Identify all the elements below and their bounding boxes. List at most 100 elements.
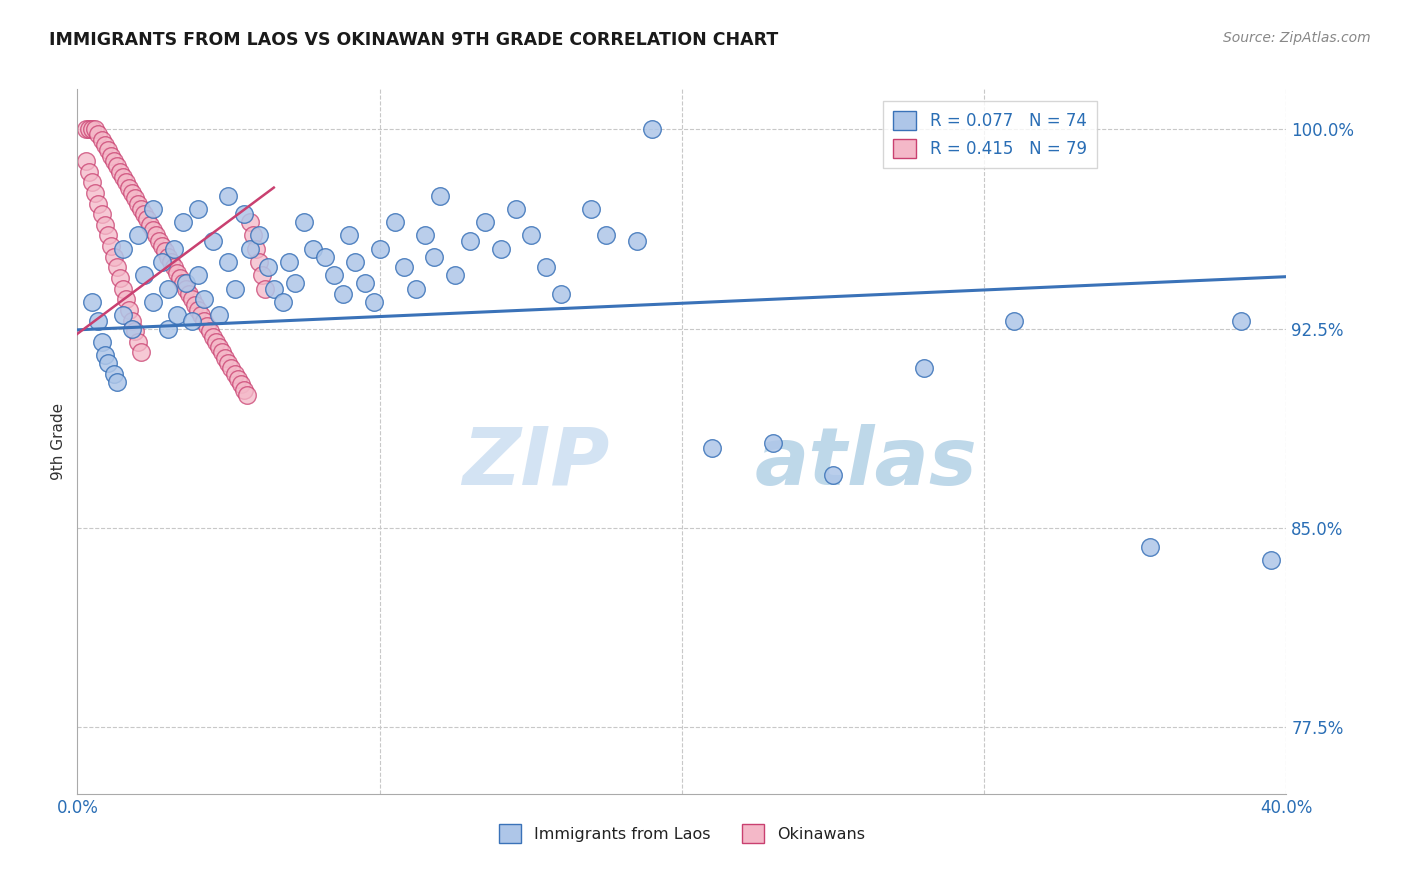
Point <box>129 202 152 216</box>
Point <box>271 294 294 309</box>
Point <box>166 308 188 322</box>
Point <box>114 175 136 189</box>
Point <box>172 215 194 229</box>
Point <box>505 202 527 216</box>
Point <box>250 268 273 283</box>
Point <box>127 334 149 349</box>
Point <box>284 277 307 291</box>
Point <box>96 356 118 370</box>
Point <box>142 223 165 237</box>
Point <box>121 186 143 200</box>
Point <box>111 308 134 322</box>
Point <box>429 188 451 202</box>
Point <box>534 260 557 275</box>
Point <box>174 277 197 291</box>
Point <box>821 467 844 482</box>
Point <box>256 260 278 275</box>
Point <box>121 313 143 327</box>
Point <box>550 287 572 301</box>
Point <box>111 169 134 184</box>
Point <box>444 268 467 283</box>
Point <box>247 228 270 243</box>
Point <box>150 239 173 253</box>
Point <box>114 293 136 307</box>
Point <box>239 242 262 256</box>
Point <box>292 215 315 229</box>
Point <box>103 367 125 381</box>
Point <box>111 282 134 296</box>
Point <box>108 164 131 178</box>
Point <box>181 293 204 307</box>
Point <box>384 215 406 229</box>
Point <box>75 153 97 168</box>
Point <box>187 268 209 283</box>
Point <box>239 215 262 229</box>
Point <box>363 294 385 309</box>
Point <box>174 282 197 296</box>
Point <box>205 334 228 349</box>
Point <box>84 122 107 136</box>
Point <box>90 334 112 349</box>
Point <box>184 297 207 311</box>
Point <box>84 186 107 200</box>
Point <box>75 122 97 136</box>
Point <box>157 321 180 335</box>
Point <box>111 242 134 256</box>
Point <box>187 202 209 216</box>
Text: IMMIGRANTS FROM LAOS VS OKINAWAN 9TH GRADE CORRELATION CHART: IMMIGRANTS FROM LAOS VS OKINAWAN 9TH GRA… <box>49 31 779 49</box>
Point <box>90 133 112 147</box>
Point <box>90 207 112 221</box>
Point <box>82 294 104 309</box>
Point <box>226 372 249 386</box>
Point <box>103 250 125 264</box>
Point <box>520 228 543 243</box>
Point <box>139 218 162 232</box>
Point <box>214 351 236 365</box>
Point <box>235 388 257 402</box>
Point <box>278 255 301 269</box>
Text: atlas: atlas <box>755 424 977 501</box>
Point <box>1230 313 1253 327</box>
Point <box>245 242 267 256</box>
Point <box>132 268 155 283</box>
Point <box>105 159 128 173</box>
Point <box>314 250 336 264</box>
Point <box>595 228 617 243</box>
Point <box>474 215 496 229</box>
Point <box>96 144 118 158</box>
Point <box>218 356 240 370</box>
Point <box>193 293 215 307</box>
Point <box>344 255 367 269</box>
Point <box>82 122 104 136</box>
Point <box>135 212 157 227</box>
Point <box>93 218 115 232</box>
Point <box>641 122 664 136</box>
Text: Source: ZipAtlas.com: Source: ZipAtlas.com <box>1223 31 1371 45</box>
Point <box>118 302 141 317</box>
Point <box>208 308 231 322</box>
Point <box>202 329 225 343</box>
Point <box>187 302 209 317</box>
Point <box>100 239 122 253</box>
Point <box>87 313 110 327</box>
Point <box>160 255 183 269</box>
Point <box>127 196 149 211</box>
Point <box>163 260 186 275</box>
Point <box>148 234 170 248</box>
Point <box>762 435 785 450</box>
Point <box>221 361 243 376</box>
Point <box>105 375 128 389</box>
Point <box>202 234 225 248</box>
Point <box>105 260 128 275</box>
Point <box>172 277 194 291</box>
Point <box>96 228 118 243</box>
Point <box>200 324 222 338</box>
Point <box>405 282 427 296</box>
Point <box>82 175 104 189</box>
Point <box>153 244 176 259</box>
Point <box>1260 553 1282 567</box>
Point <box>353 277 375 291</box>
Point <box>163 242 186 256</box>
Point <box>912 361 935 376</box>
Point <box>79 122 101 136</box>
